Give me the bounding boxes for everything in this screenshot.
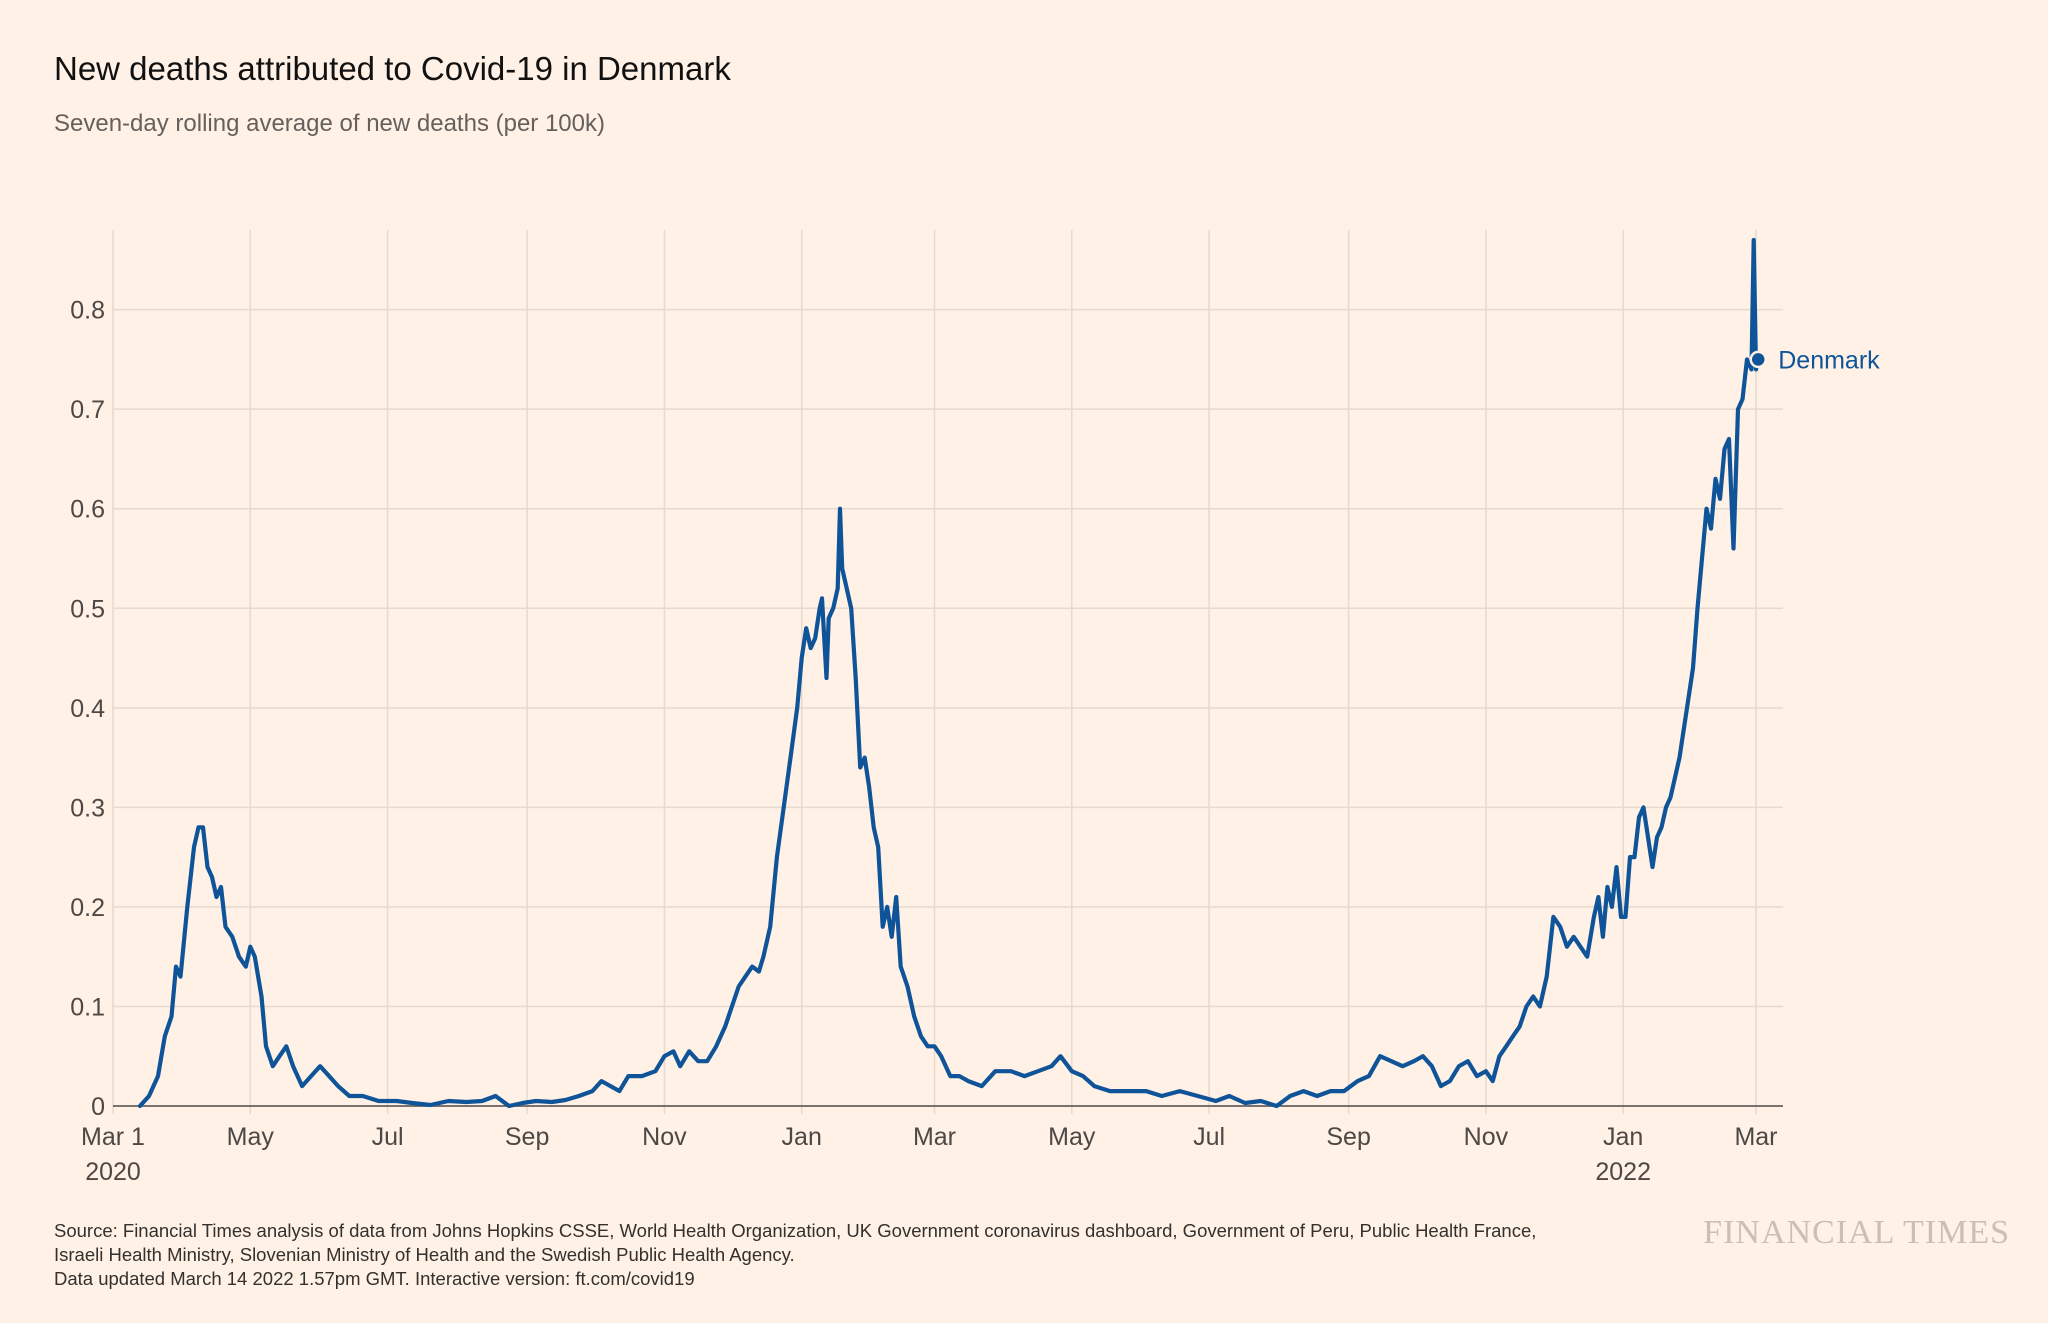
- x-tick-label: Sep: [1326, 1123, 1370, 1151]
- series-end-label: Denmark: [1778, 346, 1880, 374]
- y-tick-label: 0.8: [70, 297, 105, 325]
- x-tick-label: Mar 1: [81, 1123, 145, 1151]
- x-tick-label: Sep: [505, 1123, 549, 1151]
- x-tick-label: Jan: [782, 1123, 822, 1151]
- y-tick-label: 0.3: [70, 794, 105, 822]
- x-tick-label: Nov: [642, 1123, 687, 1151]
- data-updated-note: Data updated March 14 2022 1.57pm GMT. I…: [54, 1268, 695, 1289]
- y-tick-label: 0.5: [70, 595, 105, 623]
- y-axis-labels: 0 0.1 0.2 0.3 0.4 0.5 0.6 0.7 0.8: [70, 297, 105, 1121]
- chart-subtitle: Seven-day rolling average of new deaths …: [54, 110, 605, 137]
- y-tick-label: 0.1: [70, 993, 105, 1021]
- x-axis-labels: Mar 1 2020 May Jul Sep Nov Jan Mar May Jul Sep Nov J…: [81, 1123, 1777, 1186]
- x-tick-sublabel: 2022: [1595, 1158, 1651, 1186]
- y-tick-label: 0.6: [70, 496, 105, 524]
- x-tick-label: May: [1048, 1123, 1096, 1151]
- source-line-1: Source: Financial Times analysis of data…: [54, 1220, 1537, 1241]
- source-note: Source: Financial Times analysis of data…: [54, 1219, 1674, 1291]
- x-tick-label: Jul: [372, 1123, 404, 1151]
- x-tick-label: May: [227, 1123, 275, 1151]
- chart-title: New deaths attributed to Covid-19 in Den…: [54, 50, 731, 87]
- source-line-2: Israeli Health Ministry, Slovenian Minis…: [54, 1244, 795, 1265]
- y-tick-label: 0: [91, 1093, 105, 1121]
- x-tick-label: Mar: [1734, 1123, 1777, 1151]
- y-tick-label: 0.4: [70, 695, 105, 723]
- chart-grid: [112, 230, 1783, 1114]
- financial-times-logo: FINANCIAL TIMES: [1703, 1214, 2010, 1251]
- series-end-marker: [1749, 350, 1767, 369]
- x-tick-sublabel: 2020: [85, 1158, 141, 1186]
- series-line-denmark: [137, 237, 1761, 1109]
- x-tick-label: Jan: [1603, 1123, 1643, 1151]
- y-tick-label: 0.7: [70, 396, 105, 424]
- x-tick-label: Nov: [1464, 1123, 1509, 1151]
- x-tick-label: Jul: [1193, 1123, 1225, 1151]
- x-tick-label: Mar: [913, 1123, 956, 1151]
- y-tick-label: 0.2: [70, 894, 105, 922]
